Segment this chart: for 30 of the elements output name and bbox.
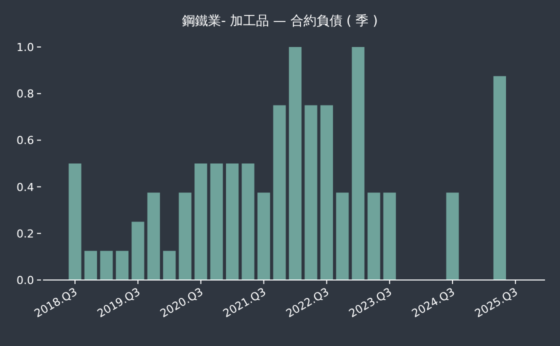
bar <box>163 250 176 280</box>
bar <box>368 192 380 280</box>
bar <box>210 164 223 280</box>
bar <box>242 164 254 280</box>
y-tick-label: 0.8 <box>16 88 34 101</box>
bar <box>178 192 192 280</box>
bar <box>257 192 270 280</box>
bar <box>288 47 302 280</box>
y-tick-label: 0.2 <box>16 227 34 240</box>
bar <box>84 250 98 280</box>
bar <box>194 164 208 280</box>
chart-title: 鋼鐵業- 加工品 — 合約負債 ( 季 ) <box>182 14 378 29</box>
bar <box>383 192 396 280</box>
bar <box>352 47 364 280</box>
bar <box>493 76 506 280</box>
bar <box>304 105 318 280</box>
bar <box>336 192 349 280</box>
bar <box>100 250 113 280</box>
y-tick-label: 0.6 <box>16 134 34 148</box>
y-tick-label: 0.4 <box>16 180 34 194</box>
y-tick-label: 0.0 <box>16 274 34 287</box>
bar <box>226 164 239 280</box>
bar <box>273 105 286 280</box>
bar <box>320 105 333 280</box>
bar <box>147 192 160 280</box>
bar <box>68 164 82 280</box>
bar <box>116 250 128 280</box>
bar <box>132 222 144 280</box>
bar <box>446 192 459 280</box>
y-tick-label: 1.0 <box>16 41 34 54</box>
